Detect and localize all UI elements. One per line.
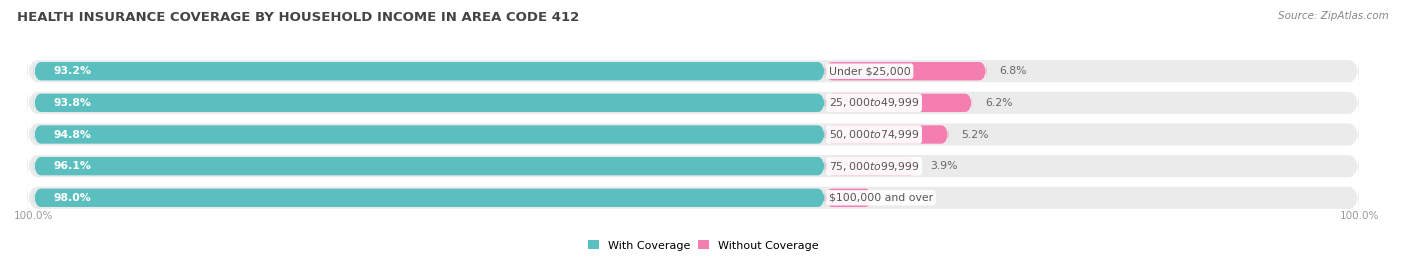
FancyBboxPatch shape <box>27 183 1360 212</box>
Text: 3.9%: 3.9% <box>931 161 959 171</box>
Text: $50,000 to $74,999: $50,000 to $74,999 <box>830 128 920 141</box>
Text: 6.8%: 6.8% <box>1000 66 1026 76</box>
Text: 100.0%: 100.0% <box>1340 211 1379 221</box>
Text: 93.8%: 93.8% <box>53 98 91 108</box>
FancyBboxPatch shape <box>27 57 1360 86</box>
FancyBboxPatch shape <box>34 62 825 80</box>
Text: 100.0%: 100.0% <box>14 211 53 221</box>
FancyBboxPatch shape <box>825 125 949 144</box>
Text: Source: ZipAtlas.com: Source: ZipAtlas.com <box>1278 11 1389 21</box>
Text: 2.0%: 2.0% <box>886 193 914 203</box>
FancyBboxPatch shape <box>825 94 972 112</box>
FancyBboxPatch shape <box>34 189 825 207</box>
Text: 5.2%: 5.2% <box>962 129 988 140</box>
Text: 94.8%: 94.8% <box>53 129 91 140</box>
Text: HEALTH INSURANCE COVERAGE BY HOUSEHOLD INCOME IN AREA CODE 412: HEALTH INSURANCE COVERAGE BY HOUSEHOLD I… <box>17 11 579 24</box>
FancyBboxPatch shape <box>27 89 1360 117</box>
Text: 96.1%: 96.1% <box>53 161 91 171</box>
Text: $25,000 to $49,999: $25,000 to $49,999 <box>830 96 920 109</box>
FancyBboxPatch shape <box>825 62 987 80</box>
Text: $75,000 to $99,999: $75,000 to $99,999 <box>830 160 920 173</box>
FancyBboxPatch shape <box>34 94 825 112</box>
Text: 6.2%: 6.2% <box>986 98 1012 108</box>
Text: Under $25,000: Under $25,000 <box>830 66 911 76</box>
Text: $100,000 and over: $100,000 and over <box>830 193 934 203</box>
FancyBboxPatch shape <box>34 157 825 175</box>
FancyBboxPatch shape <box>34 125 825 144</box>
Legend: With Coverage, Without Coverage: With Coverage, Without Coverage <box>585 238 821 253</box>
FancyBboxPatch shape <box>825 157 918 175</box>
FancyBboxPatch shape <box>27 152 1360 180</box>
Text: 93.2%: 93.2% <box>53 66 91 76</box>
FancyBboxPatch shape <box>27 120 1360 149</box>
Text: 98.0%: 98.0% <box>53 193 91 203</box>
FancyBboxPatch shape <box>825 189 873 207</box>
